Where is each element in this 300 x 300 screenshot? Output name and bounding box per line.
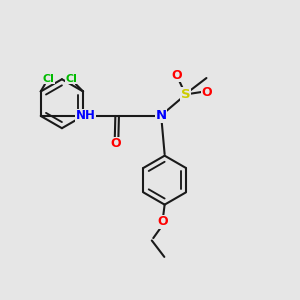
Text: S: S	[181, 88, 190, 101]
Text: Cl: Cl	[43, 74, 55, 84]
Text: Cl: Cl	[65, 74, 77, 84]
Text: O: O	[202, 85, 212, 99]
Text: O: O	[157, 215, 168, 229]
Text: O: O	[172, 68, 182, 82]
Text: NH: NH	[76, 110, 95, 122]
Text: N: N	[155, 110, 167, 122]
Text: O: O	[110, 137, 121, 150]
